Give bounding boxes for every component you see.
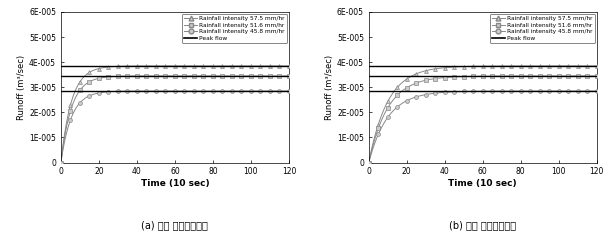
Y-axis label: Runoff (m³/sec): Runoff (m³/sec) [325,55,334,120]
Text: (b) 모의 유출수문공선: (b) 모의 유출수문공선 [449,220,516,230]
Y-axis label: Runoff (m³/sec): Runoff (m³/sec) [17,55,26,120]
X-axis label: Time (10 sec): Time (10 sec) [448,179,517,188]
Legend: Rainfall intensity 57.5 mm/hr, Rainfall intensity 51.6 mm/hr, Rainfall intensity: Rainfall intensity 57.5 mm/hr, Rainfall … [182,14,287,43]
Legend: Rainfall intensity 57.5 mm/hr, Rainfall intensity 51.6 mm/hr, Rainfall intensity: Rainfall intensity 57.5 mm/hr, Rainfall … [490,14,595,43]
X-axis label: Time (10 sec): Time (10 sec) [141,179,209,188]
Text: (a) 관측 유출수문공선: (a) 관측 유출수문공선 [141,220,208,230]
